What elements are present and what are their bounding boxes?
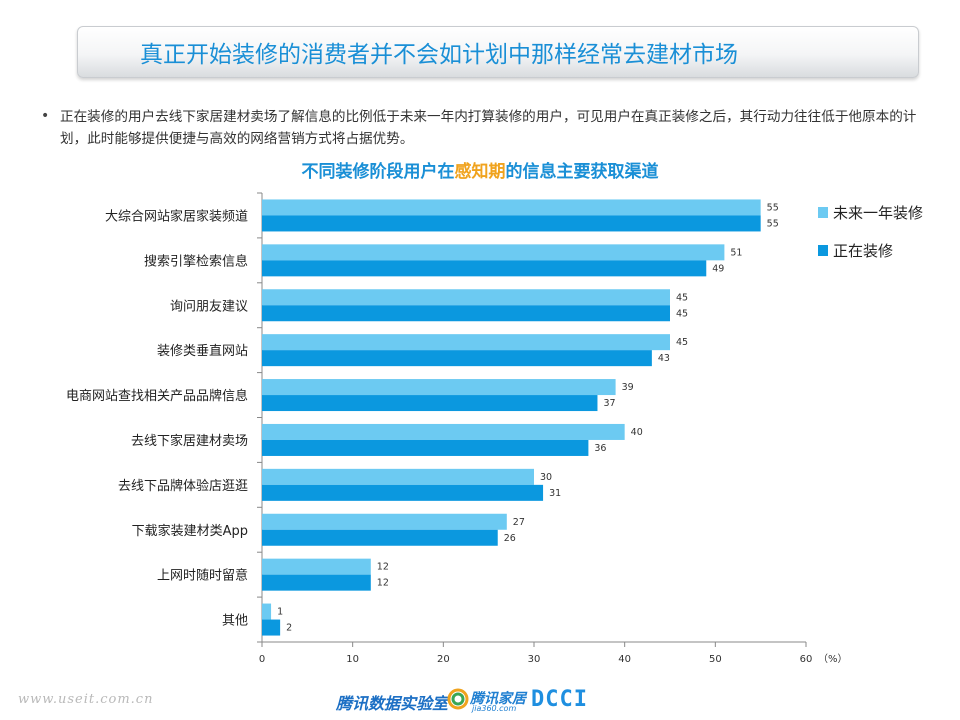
bullet-text: 正在装修的用户去线下家居建材卖场了解信息的比例低于未来一年内打算装修的用户，可见…	[60, 109, 917, 147]
x-tick-label: 20	[437, 654, 450, 665]
legend-label: 未来一年装修	[833, 204, 923, 222]
footer-dcci-logo: DCCI	[531, 687, 588, 712]
data-label: 2	[286, 623, 292, 634]
category-label: 搜索引擎检索信息	[144, 253, 248, 269]
category-label: 装修类垂直网站	[157, 344, 248, 359]
category-label: 电商网站查找相关产品品牌信息	[66, 388, 248, 404]
data-label: 12	[377, 578, 389, 589]
x-tick-label: 0	[259, 654, 265, 665]
bar-current	[262, 484, 544, 501]
category-label: 下载家装建材类App	[132, 523, 248, 539]
bar-current	[262, 439, 589, 456]
data-label: 1	[277, 607, 283, 618]
data-label: 45	[676, 292, 688, 303]
bar-plan	[262, 199, 761, 216]
bar-plan	[262, 334, 670, 351]
x-tick-label: 30	[528, 654, 541, 665]
data-label: 55	[767, 202, 779, 213]
data-label: 37	[603, 398, 615, 409]
footer-jia-logo: 腾讯家居	[470, 691, 526, 707]
tencent-home-logo-icon	[447, 688, 469, 710]
x-tick-label: 50	[709, 654, 722, 665]
category-label: 去线下家居建材卖场	[131, 433, 248, 449]
data-label: 40	[631, 427, 643, 438]
title-bar: 真正开始装修的消费者并不会如计划中那样经常去建材市场	[77, 26, 919, 78]
page-title: 真正开始装修的消费者并不会如计划中那样经常去建材市场	[140, 42, 738, 68]
bullet-marker: •	[41, 108, 50, 124]
x-tick-label: 40	[618, 654, 631, 665]
category-label: 上网时随时留意	[157, 568, 248, 584]
legend-swatch	[818, 245, 828, 256]
bar-plan	[262, 558, 371, 575]
data-label: 31	[549, 488, 561, 499]
footer-jia-url: jia360.com	[472, 704, 517, 713]
chart-title-highlight: 感知期	[454, 162, 506, 182]
bar-plan	[262, 244, 725, 261]
x-tick-label: 60	[800, 654, 813, 665]
bar-current	[262, 260, 707, 277]
bar-plan	[262, 379, 616, 396]
chart-title: 不同装修阶段用户在感知期的信息主要获取渠道	[0, 157, 960, 182]
legend-label: 正在装修	[833, 242, 893, 260]
x-unit-label: （%）	[818, 653, 848, 665]
data-label: 26	[504, 533, 516, 544]
category-label: 大综合网站家居家装频道	[105, 208, 248, 224]
bar-current	[262, 215, 761, 232]
bar-current	[262, 350, 652, 367]
data-label: 45	[676, 308, 688, 319]
data-label: 51	[730, 247, 742, 258]
bar-plan	[262, 423, 625, 440]
data-label: 45	[676, 337, 688, 348]
data-label: 36	[594, 443, 606, 454]
legend-swatch	[818, 207, 828, 218]
data-label: 30	[540, 472, 552, 483]
data-label: 55	[767, 218, 779, 229]
bar-current	[262, 574, 371, 591]
bar-current	[262, 529, 498, 546]
bar-plan	[262, 289, 670, 306]
bar-current	[262, 395, 598, 412]
footer-url: www.useit.com.cn	[18, 692, 154, 707]
category-label: 其他	[222, 614, 248, 629]
bar-plan	[262, 513, 507, 530]
data-label: 27	[513, 517, 525, 528]
chart-title-part-1: 不同装修阶段用户在	[301, 162, 455, 182]
bar-current	[262, 305, 670, 322]
bar-current	[262, 619, 281, 636]
category-label: 询问朋友建议	[170, 298, 248, 314]
x-tick-label: 10	[346, 654, 359, 665]
bar-plan	[262, 603, 272, 620]
data-label: 43	[658, 353, 670, 364]
bar-plan	[262, 468, 534, 485]
chart-title-part-3: 的信息主要获取渠道	[505, 162, 659, 182]
data-label: 39	[622, 382, 634, 393]
category-label: 去线下品牌体验店逛逛	[118, 478, 248, 494]
footer-lab-logo: 腾讯数据实验室	[336, 694, 449, 713]
data-label: 49	[712, 263, 724, 274]
data-label: 12	[377, 562, 389, 573]
